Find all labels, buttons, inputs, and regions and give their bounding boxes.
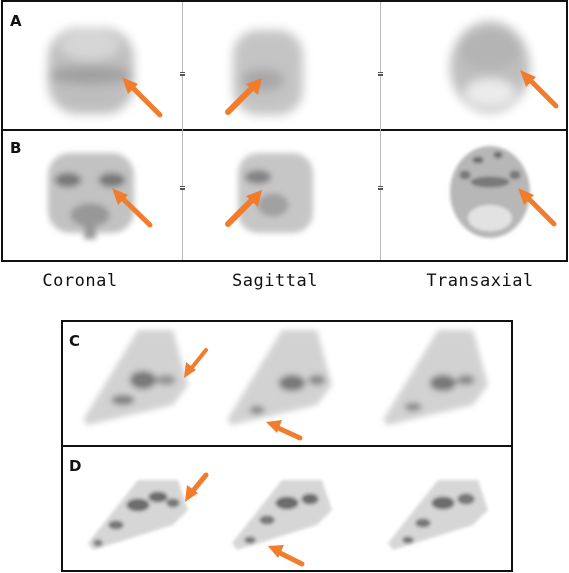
separator-marker	[180, 186, 185, 190]
panel-label-b: B	[10, 139, 22, 157]
foot-scan-d1	[88, 480, 188, 550]
foot-scan-c1	[83, 330, 188, 425]
foot-scan-d3	[388, 480, 488, 550]
panel-label-c: C	[69, 332, 81, 350]
panel-label-a: A	[10, 12, 22, 30]
view-separator-2	[380, 2, 381, 260]
coronal-scan-b	[48, 153, 134, 239]
foot-scan-c3	[383, 330, 488, 425]
arrow-sagittal-a	[225, 78, 262, 115]
foot-scan-d2	[232, 480, 332, 550]
separator-marker	[378, 186, 383, 190]
row-divider-cd	[61, 445, 513, 447]
foot-scan-c2	[227, 330, 332, 425]
separator-marker	[378, 72, 383, 76]
transaxial-scan-a	[450, 21, 530, 113]
arrow-coronal-b	[112, 188, 153, 228]
row-divider-ab	[1, 129, 568, 131]
sagittal-scan-b	[238, 153, 313, 233]
arrow-transaxial-b	[518, 188, 557, 227]
arrow-coronal-a	[122, 77, 163, 118]
caption-transaxial: Transaxial	[426, 271, 534, 291]
coronal-scan-a	[48, 28, 134, 114]
panel-label-d: D	[69, 457, 82, 475]
separator-marker	[180, 72, 185, 76]
arrow-transaxial-a	[520, 70, 559, 109]
view-separator-1	[182, 2, 183, 260]
arrow-sagittal-b	[225, 190, 262, 227]
transaxial-scan-b	[450, 146, 530, 238]
caption-coronal: Coronal	[42, 271, 118, 291]
caption-sagittal: Sagittal	[232, 271, 318, 291]
